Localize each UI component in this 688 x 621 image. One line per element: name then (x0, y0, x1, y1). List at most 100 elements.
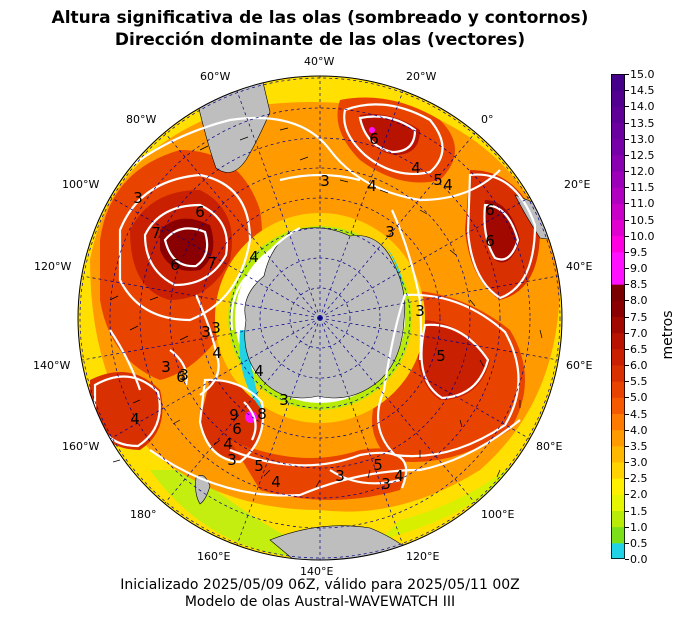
lon-label-140e: 140°E (300, 565, 334, 578)
contour-label: 6 (369, 130, 379, 148)
map-subtitle: Dirección dominante de las olas (vectore… (114, 30, 526, 50)
colorbar-tick-mark (625, 332, 629, 334)
colorbar-segment (611, 106, 625, 123)
antarctica-landmass (244, 227, 406, 399)
colorbar-tick-label: 8.0 (630, 294, 648, 308)
colorbar-segment (611, 445, 625, 463)
map-title: Altura significativa de las olas (sombre… (51, 8, 589, 28)
colorbar-tick-label: 9.5 (630, 245, 648, 259)
colorbar-tick-label: 5.5 (630, 375, 648, 389)
colorbar-label: metros (660, 310, 676, 360)
contour-label: 5 (436, 347, 446, 365)
colorbar-border (611, 74, 625, 559)
colorbar-tick-label: 8.5 (630, 278, 648, 292)
colorbar-segment (611, 154, 625, 172)
lon-label-20e: 20°E (564, 178, 591, 191)
colorbar-segment (611, 381, 625, 398)
colorbar-tick-mark (625, 138, 629, 140)
colorbar-tick-mark (625, 284, 629, 286)
contour-label: 4 (443, 176, 453, 194)
colorbar-tick-label: 5.0 (630, 391, 648, 405)
colorbar-segment (611, 138, 625, 156)
colorbar-tick-mark (625, 542, 629, 544)
colorbar-tick-label: 15.0 (630, 68, 655, 81)
colorbar-tick-mark (625, 559, 629, 560)
colorbar-segment (611, 187, 625, 204)
colorbar-segment (611, 284, 625, 301)
lon-label-0: 0° (481, 113, 494, 126)
colorbar-segment (611, 90, 625, 107)
contour-label: 4 (411, 159, 421, 177)
colorbar-tick-mark (625, 478, 629, 480)
contour-label: 3 (179, 366, 189, 384)
lon-label-40w: 40°W (304, 55, 335, 68)
colorbar-segment (611, 478, 625, 495)
colorbar-tick-label: 1.0 (630, 520, 648, 534)
lon-label-60e: 60°E (566, 359, 593, 372)
colorbar-tick-label: 13.5 (630, 116, 655, 130)
contour-label: 3 (415, 302, 425, 320)
colorbar-segment (611, 316, 625, 334)
colorbar-tick-mark (625, 268, 629, 269)
colorbar-tick-label: 6.0 (630, 359, 648, 372)
colorbar-segment (611, 171, 625, 188)
colorbar-segment (611, 542, 625, 559)
contour-label: 4 (254, 362, 264, 380)
lon-label-100e: 100°E (481, 508, 515, 521)
colorbar-tick-label: 10.5 (630, 213, 655, 227)
contour-label: 6 (485, 201, 495, 219)
contour-label: 3 (133, 189, 143, 207)
contour-label: 6 (170, 256, 180, 274)
colorbar-tick-mark (625, 122, 629, 124)
colorbar-tick-label: 12.5 (630, 148, 655, 162)
contour-label: 3 (211, 319, 221, 337)
colorbar-tick-mark (625, 381, 629, 383)
contour-label: 6 (232, 420, 242, 438)
colorbar-tick-label: 12.0 (630, 165, 655, 178)
contour-label: 5 (373, 456, 383, 474)
colorbar-segment (611, 74, 625, 91)
contour-label: 6 (176, 368, 186, 386)
colorbar-tick-mark (625, 429, 629, 431)
map-boundary (77, 75, 563, 561)
colorbar-segment (611, 494, 625, 511)
colorbar-tick-mark (625, 106, 629, 108)
contour-label: 9 (229, 406, 239, 424)
contour-labels: 3 6 7 6 7 4 3 4 6 4 5 3 4 6 6 3 3 5 3 4 … (130, 130, 495, 493)
contour-label: 4 (271, 473, 281, 491)
colorbar-tick-label: 10.0 (630, 229, 655, 243)
lon-label-160w: 160°W (62, 440, 100, 453)
colorbar-tick-mark (625, 219, 629, 221)
colorbar-tick-mark (625, 90, 629, 92)
colorbar-tick-label: 7.0 (630, 326, 648, 340)
contour-label: 4 (223, 435, 233, 453)
lon-label-80e: 80°E (536, 440, 563, 453)
colorbar-tick-label: 3.0 (630, 456, 648, 469)
contour-label: 6 (195, 203, 205, 221)
colorbar-segment (611, 300, 625, 317)
contour-label: 6 (485, 232, 495, 250)
colorbar-segment (611, 235, 625, 253)
contour-label: 4 (394, 467, 404, 485)
contour-label: 4 (249, 248, 259, 266)
contour-label: 3 (335, 467, 345, 485)
colorbar-segment (611, 203, 625, 220)
colorbar-tick-mark (625, 203, 629, 205)
colorbar-segment (611, 251, 625, 269)
colorbar-tick-mark (625, 494, 629, 496)
colorbar-tick-mark (625, 187, 629, 189)
colorbar-tick-label: 2.5 (630, 472, 648, 486)
colorbar-tick-mark (625, 526, 629, 528)
contour-label: 5 (433, 171, 443, 189)
colorbar-segment (611, 365, 625, 382)
colorbar-tick-label: 14.5 (630, 84, 655, 98)
lon-label-180: 180° (130, 508, 157, 521)
colorbar-tick-mark (625, 171, 629, 172)
colorbar-tick-label: 4.0 (630, 423, 648, 437)
colorbar-tick-label: 6.5 (630, 342, 648, 356)
wave-direction-vectors (109, 127, 543, 488)
colorbar-tick-label: 13.0 (630, 132, 655, 146)
lon-label-20w: 20°W (406, 70, 437, 83)
new-zealand-landmass (195, 475, 211, 505)
lon-label-140w: 140°W (33, 359, 71, 372)
